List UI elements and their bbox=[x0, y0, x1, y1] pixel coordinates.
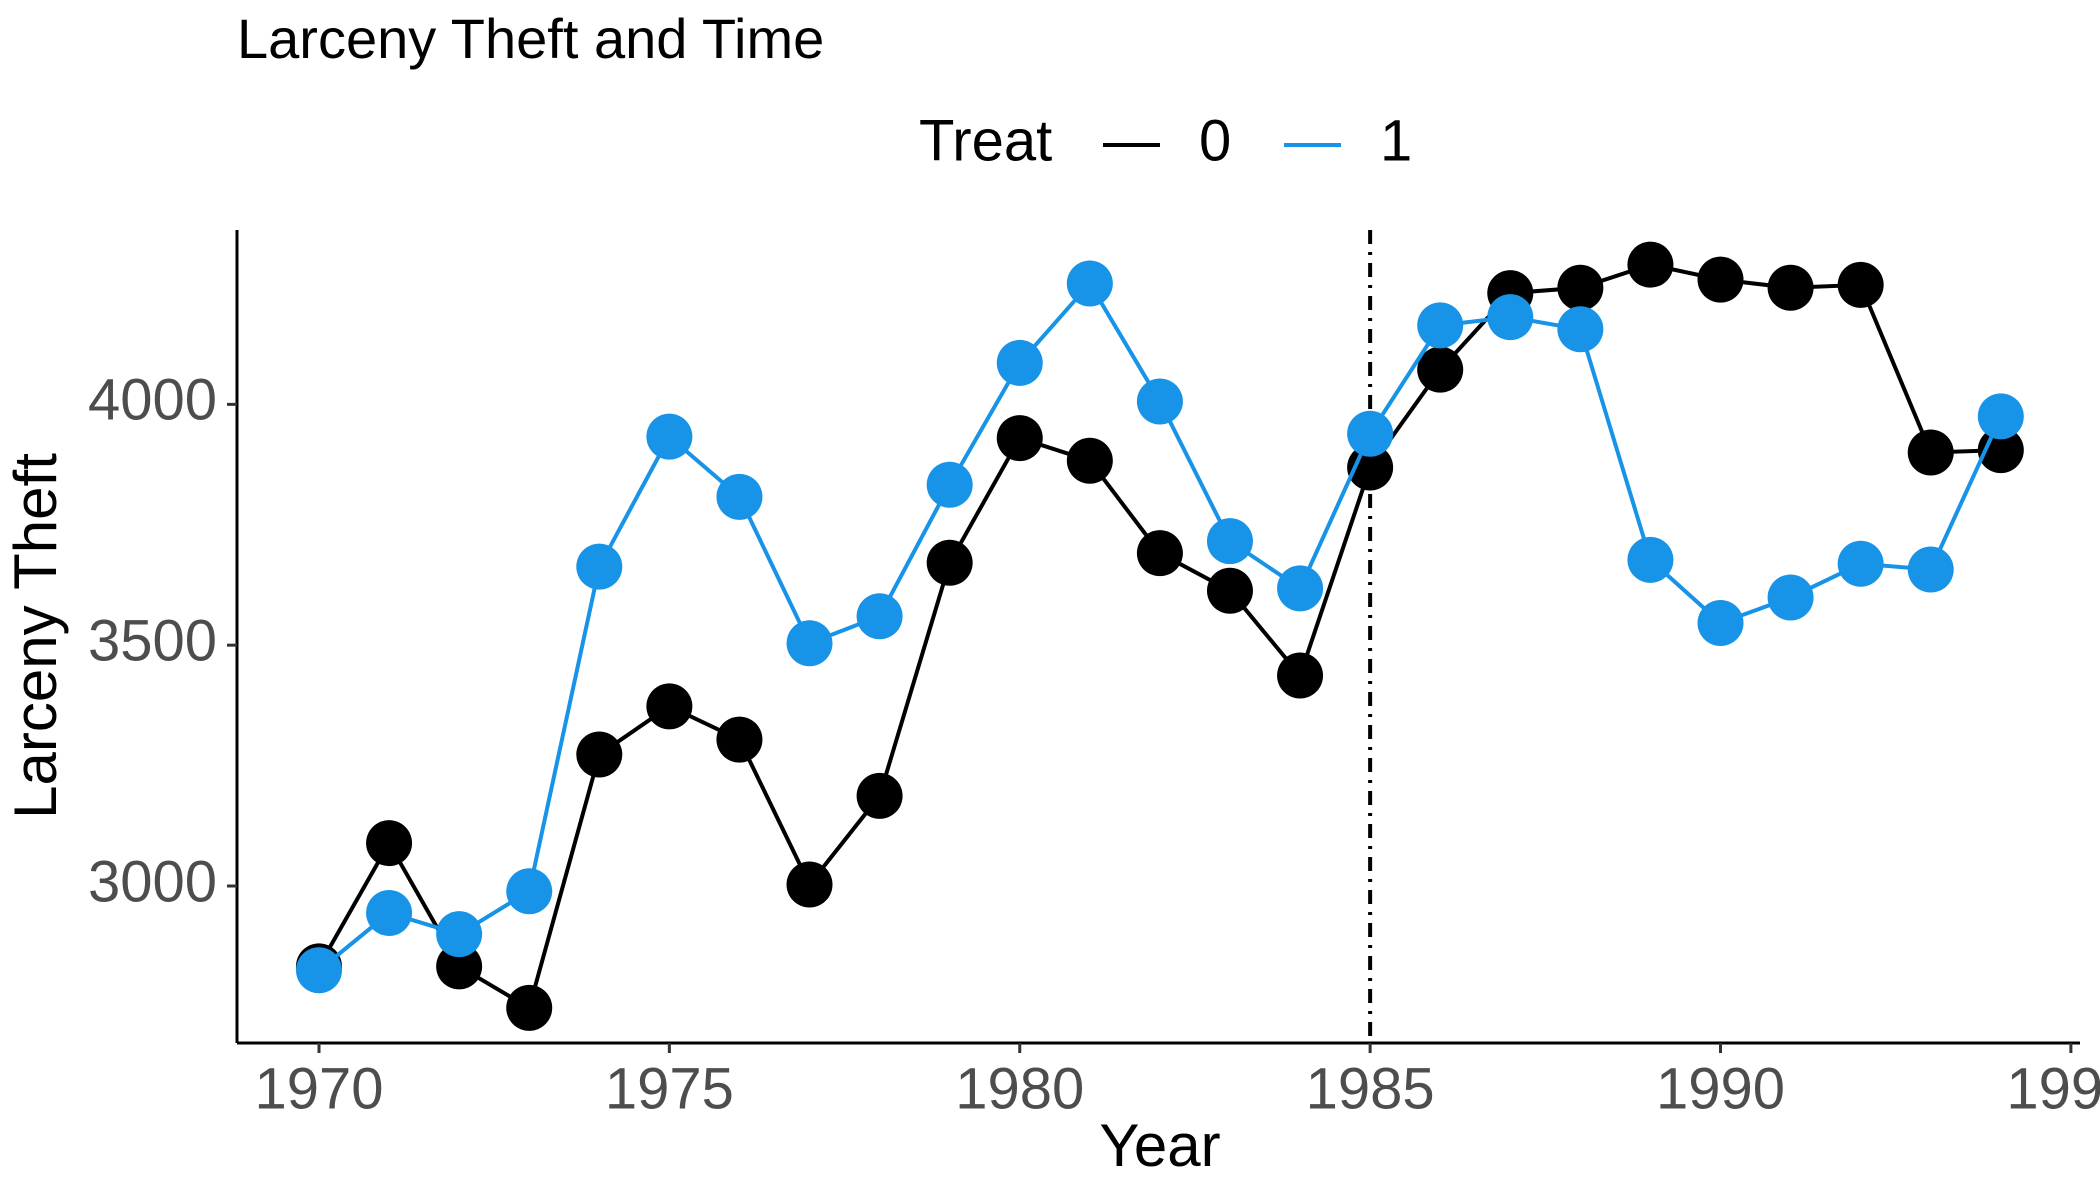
data-point bbox=[926, 461, 973, 508]
legend-label: 0 bbox=[1199, 108, 1231, 173]
x-tick-label: 1995 bbox=[2006, 1056, 2100, 1121]
data-point bbox=[786, 861, 833, 908]
data-point bbox=[1136, 530, 1183, 577]
x-tick-label: 1990 bbox=[1656, 1056, 1785, 1121]
y-tick-label: 4000 bbox=[88, 368, 217, 433]
x-tick-label: 1975 bbox=[605, 1056, 734, 1121]
data-point bbox=[1697, 600, 1744, 647]
data-point bbox=[1977, 393, 2024, 440]
data-point bbox=[1417, 346, 1464, 393]
data-point bbox=[646, 413, 693, 460]
x-tick-label: 1980 bbox=[955, 1056, 1084, 1121]
data-point bbox=[1837, 540, 1884, 587]
series-line bbox=[317, 262, 2001, 1011]
data-point bbox=[1066, 437, 1113, 484]
data-point bbox=[436, 943, 483, 990]
data-point bbox=[646, 683, 693, 730]
data-point bbox=[1907, 546, 1954, 593]
data-point bbox=[1837, 261, 1884, 308]
data-point bbox=[1627, 536, 1674, 583]
legend-label: 1 bbox=[1380, 108, 1412, 173]
data-point bbox=[716, 473, 763, 520]
x-axis-title: Year bbox=[1099, 1112, 1220, 1179]
data-point bbox=[1066, 260, 1113, 307]
data-point bbox=[576, 731, 623, 778]
data-point bbox=[436, 911, 483, 958]
data-point bbox=[1627, 241, 1674, 288]
legend-title: Treat bbox=[919, 108, 1052, 173]
data-point bbox=[856, 772, 903, 819]
data-point bbox=[506, 868, 553, 915]
data-point bbox=[576, 543, 623, 590]
data-point bbox=[1206, 518, 1253, 565]
data-point bbox=[996, 415, 1043, 462]
data-point bbox=[1206, 567, 1253, 614]
data-point bbox=[295, 947, 342, 994]
data-point bbox=[1557, 264, 1604, 311]
data-point bbox=[1907, 429, 1954, 476]
data-point bbox=[506, 984, 553, 1031]
data-point bbox=[1767, 574, 1814, 621]
data-point bbox=[996, 339, 1043, 386]
x-tick-label: 1970 bbox=[254, 1056, 383, 1121]
chart-title: Larceny Theft and Time bbox=[237, 7, 824, 70]
data-point bbox=[1277, 565, 1324, 612]
y-tick-label: 3000 bbox=[88, 849, 217, 914]
data-point bbox=[926, 539, 973, 586]
data-point bbox=[1347, 410, 1394, 457]
data-point bbox=[366, 889, 413, 936]
data-point bbox=[786, 620, 833, 667]
data-point bbox=[366, 820, 413, 867]
x-tick-label: 1985 bbox=[1306, 1056, 1435, 1121]
data-point bbox=[1697, 256, 1744, 303]
data-point bbox=[1417, 302, 1464, 349]
y-axis-title: Larceny Theft bbox=[2, 453, 69, 819]
data-point bbox=[716, 716, 763, 763]
data-point bbox=[1767, 264, 1814, 311]
data-point bbox=[1136, 378, 1183, 425]
data-point bbox=[1487, 294, 1534, 341]
data-point bbox=[1557, 306, 1604, 353]
y-tick-label: 3500 bbox=[88, 608, 217, 673]
data-point bbox=[1277, 652, 1324, 699]
data-point bbox=[856, 593, 903, 640]
